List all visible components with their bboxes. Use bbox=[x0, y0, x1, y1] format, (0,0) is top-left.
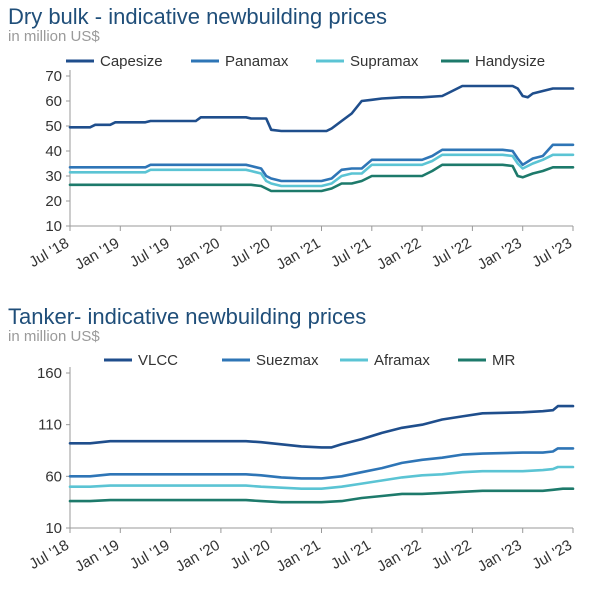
x-tick-label: Jul '21 bbox=[328, 235, 374, 271]
x-tick-label: Jul '22 bbox=[429, 235, 475, 271]
series-line-vlcc bbox=[68, 404, 575, 449]
tanker-subtitle: in million US$ bbox=[8, 328, 100, 345]
x-tick-label: Jan '21 bbox=[274, 235, 324, 274]
legend-label-supramax: Supramax bbox=[350, 53, 419, 70]
series-line-aframax bbox=[68, 465, 575, 490]
x-tick-label: Jan '23 bbox=[475, 235, 525, 274]
series-line-suezmax bbox=[68, 447, 575, 480]
x-tick-label: Jul '20 bbox=[228, 537, 274, 573]
legend-label-capesize: Capesize bbox=[100, 53, 163, 70]
y-tick-label: 10 bbox=[45, 520, 62, 537]
y-tick-label: 60 bbox=[45, 93, 62, 110]
y-tick-label: 110 bbox=[38, 417, 62, 434]
x-tick-label: Jan '21 bbox=[274, 537, 324, 576]
series-line-mr bbox=[68, 487, 575, 504]
series-line-panamax bbox=[68, 143, 575, 183]
x-tick-label: Jan '22 bbox=[374, 235, 424, 274]
x-tick-label: Jul '19 bbox=[127, 537, 173, 573]
series-line-supramax bbox=[68, 153, 575, 188]
y-tick-label: 30 bbox=[45, 168, 62, 185]
x-tick-label: Jul '19 bbox=[127, 235, 173, 271]
series-line-capesize bbox=[68, 84, 575, 133]
dry-bulk-title: Dry bulk - indicative newbuilding prices bbox=[8, 4, 388, 29]
x-tick-label: Jul '23 bbox=[529, 235, 575, 271]
tanker-panel: Tanker- indicative newbuilding prices in… bbox=[0, 300, 600, 598]
y-tick-label: 70 bbox=[45, 68, 62, 85]
x-tick-label: Jul '22 bbox=[429, 537, 475, 573]
x-tick-label: Jan '23 bbox=[475, 537, 525, 576]
x-tick-label: Jul '21 bbox=[328, 537, 374, 573]
legend-label-mr: MR bbox=[492, 352, 515, 369]
x-tick-label: Jan '22 bbox=[374, 537, 424, 576]
x-tick-label: Jul '23 bbox=[529, 537, 575, 573]
legend-label-panamax: Panamax bbox=[225, 53, 289, 70]
x-tick-label: Jan '19 bbox=[72, 235, 122, 274]
dry-bulk-chart: Capesize Panamax Supramax Handysize 10 20 30 40… bbox=[26, 53, 575, 274]
series-line-handysize bbox=[68, 163, 575, 193]
legend-label-aframax: Aframax bbox=[374, 352, 430, 369]
x-tick-label: Jan '19 bbox=[72, 537, 122, 576]
y-tick-label: 160 bbox=[37, 365, 62, 382]
y-tick-label: 40 bbox=[45, 143, 62, 160]
y-tick-label: 20 bbox=[45, 193, 62, 210]
dry-bulk-subtitle: in million US$ bbox=[8, 28, 100, 45]
x-tick-label: Jan '20 bbox=[173, 537, 223, 576]
x-tick-label: Jul '20 bbox=[228, 235, 274, 271]
y-tick-label: 50 bbox=[45, 118, 62, 135]
x-tick-label: Jul '18 bbox=[26, 537, 72, 573]
legend-label-vlcc: VLCC bbox=[138, 352, 178, 369]
x-tick-label: Jan '20 bbox=[173, 235, 223, 274]
legend-label-suezmax: Suezmax bbox=[256, 352, 319, 369]
x-tick-label: Jul '18 bbox=[26, 235, 72, 271]
y-tick-label: 10 bbox=[45, 218, 62, 235]
dry-bulk-panel: Dry bulk - indicative newbuilding prices… bbox=[0, 0, 600, 298]
tanker-title: Tanker- indicative newbuilding prices bbox=[8, 304, 367, 329]
y-tick-label: 60 bbox=[45, 468, 62, 485]
legend-label-handysize: Handysize bbox=[475, 53, 545, 70]
